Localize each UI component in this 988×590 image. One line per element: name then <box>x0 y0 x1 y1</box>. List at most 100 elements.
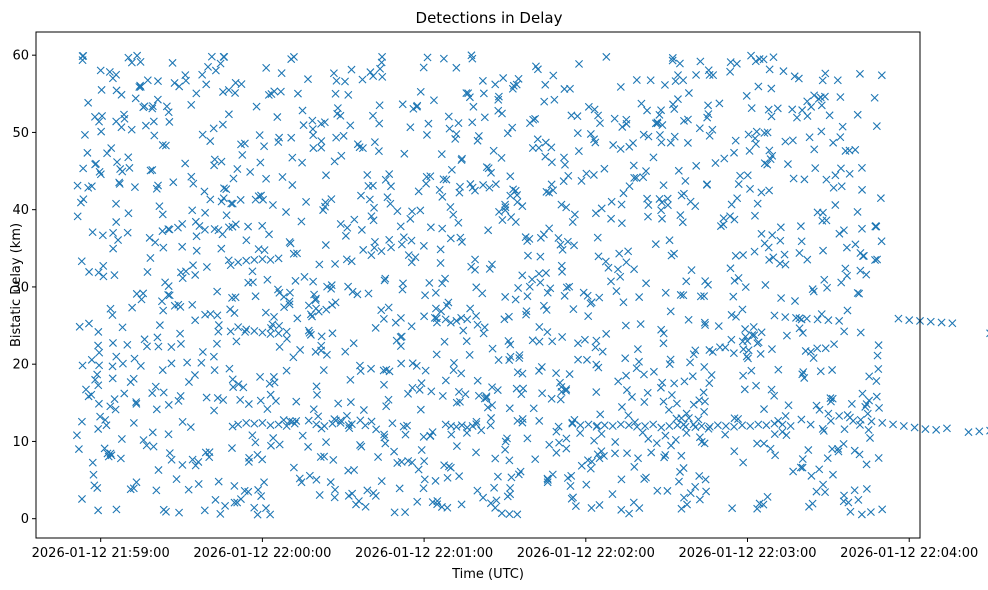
data-point <box>573 129 582 138</box>
data-point <box>569 305 578 314</box>
data-point <box>201 448 210 457</box>
data-point <box>531 455 540 464</box>
data-point <box>667 391 676 399</box>
data-point <box>752 381 761 390</box>
data-point <box>442 175 451 184</box>
data-point <box>438 279 447 288</box>
data-point <box>374 453 383 462</box>
data-point <box>589 170 598 179</box>
data-point <box>111 405 120 414</box>
data-point <box>367 417 376 426</box>
data-point <box>501 200 510 209</box>
data-point <box>770 391 779 400</box>
data-point <box>236 495 245 504</box>
data-point <box>513 368 522 377</box>
data-point <box>611 437 620 446</box>
data-point <box>213 287 222 296</box>
x-axis: 2026-01-12 21:59:00 2026-01-12 22:00:00 20… <box>32 538 978 561</box>
data-point <box>859 251 868 260</box>
data-point <box>663 486 672 495</box>
data-point <box>586 464 595 473</box>
data-point <box>385 170 394 179</box>
data-point <box>132 398 141 407</box>
data-point <box>96 66 105 75</box>
data-point <box>308 116 317 125</box>
data-point <box>767 345 776 354</box>
data-point <box>587 457 596 466</box>
data-point <box>592 422 601 431</box>
data-point <box>142 441 151 450</box>
data-point <box>595 119 604 128</box>
data-point <box>519 384 528 393</box>
data-point <box>739 458 748 467</box>
data-point <box>833 76 842 85</box>
data-point <box>191 270 200 279</box>
data-point <box>875 403 884 412</box>
data-point <box>557 387 566 396</box>
data-point <box>420 475 429 484</box>
data-point <box>384 395 393 404</box>
data-point <box>663 201 672 210</box>
data-point <box>350 466 359 474</box>
data-point <box>254 245 263 254</box>
data-point <box>328 329 337 338</box>
data-point <box>673 95 682 104</box>
data-point <box>899 421 908 430</box>
data-point <box>494 356 503 365</box>
data-point <box>586 299 595 308</box>
data-point <box>523 434 532 443</box>
data-point <box>217 157 226 166</box>
data-point <box>750 331 759 340</box>
data-point <box>188 206 197 215</box>
x-axis-label: Time (UTC) <box>451 567 524 582</box>
data-point <box>356 191 365 200</box>
data-point <box>872 122 881 131</box>
data-point <box>176 268 185 277</box>
data-point <box>131 94 140 103</box>
data-point <box>375 119 384 128</box>
data-point <box>834 444 843 453</box>
data-point <box>207 52 216 61</box>
data-point <box>840 327 849 336</box>
data-point <box>439 54 448 63</box>
data-point <box>289 463 298 472</box>
data-point <box>377 477 386 486</box>
data-point <box>574 355 583 364</box>
data-point <box>760 405 769 414</box>
data-point <box>741 325 750 334</box>
data-point <box>819 480 828 489</box>
data-point <box>635 293 644 302</box>
data-point <box>139 289 148 298</box>
data-point <box>700 363 709 372</box>
data-point <box>430 313 439 322</box>
data-point <box>422 179 431 188</box>
data-point <box>676 467 684 476</box>
data-point <box>278 172 287 181</box>
data-point <box>379 314 388 323</box>
data-point <box>788 105 797 114</box>
data-point <box>222 185 231 194</box>
data-point <box>701 321 710 330</box>
data-point <box>422 172 431 181</box>
data-point <box>317 119 326 128</box>
data-point <box>282 334 291 343</box>
data-point <box>562 203 571 212</box>
data-point <box>198 347 207 356</box>
data-point <box>149 117 158 126</box>
data-point <box>857 163 866 172</box>
data-point <box>691 346 700 355</box>
data-point <box>535 337 544 346</box>
data-point <box>152 405 161 414</box>
data-point <box>384 303 393 312</box>
data-point <box>88 228 97 237</box>
data-point <box>870 93 879 102</box>
data-point <box>159 388 168 397</box>
data-point <box>670 249 679 258</box>
data-point <box>141 121 150 130</box>
data-point <box>649 153 658 162</box>
data-point <box>94 381 103 390</box>
data-point <box>216 509 225 518</box>
data-point <box>148 104 157 113</box>
data-point <box>270 312 279 321</box>
data-point <box>512 80 521 89</box>
